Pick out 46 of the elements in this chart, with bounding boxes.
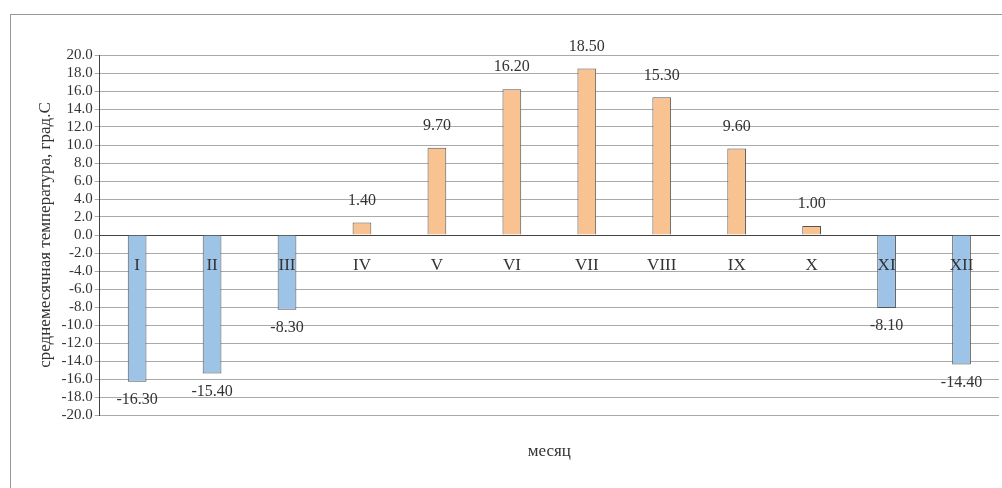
y-tick-label: -6.0 — [68, 279, 93, 296]
x-tick-label: IV — [352, 254, 372, 274]
y-tick-label: 2.0 — [73, 207, 93, 224]
y-tick-label: -16.0 — [61, 369, 93, 386]
y-tick-label: 16.0 — [66, 81, 93, 98]
y-axis-title: среднемесячная температура, град.С — [34, 102, 54, 368]
data-label: 18.50 — [568, 36, 605, 54]
y-tick-label: 6.0 — [73, 171, 93, 188]
y-tick-label: -10.0 — [61, 315, 93, 332]
data-label: 1.00 — [797, 194, 826, 212]
x-tick-label: XI — [877, 254, 896, 274]
x-tick-label: IX — [727, 254, 746, 274]
x-tick-label: VI — [502, 254, 522, 274]
data-label: -14.40 — [940, 372, 983, 390]
data-label: 9.70 — [422, 115, 451, 133]
y-tick-label: -12.0 — [61, 333, 93, 350]
y-tick-label: 0.0 — [73, 225, 93, 242]
y-tick-label: -14.0 — [61, 351, 93, 368]
x-tick-label: II — [206, 254, 219, 274]
data-label: 9.60 — [722, 116, 751, 134]
data-label: -16.30 — [116, 389, 158, 407]
y-tick-label: 18.0 — [66, 63, 93, 80]
y-tick-label: -4.0 — [68, 261, 93, 278]
x-tick-label: VIII — [647, 254, 677, 274]
y-tick-label: 20.0 — [66, 45, 93, 62]
y-tick-label: 4.0 — [73, 189, 93, 206]
y-tick-label: 14.0 — [66, 99, 93, 116]
x-tick-label: III — [278, 254, 296, 274]
x-tick-label: V — [430, 254, 444, 274]
x-tick-label: I — [134, 254, 141, 274]
x-tick-label: VII — [574, 254, 599, 274]
y-tick-label: 12.0 — [66, 117, 93, 134]
x-axis-title: месяц — [527, 440, 571, 460]
y-tick-label: -20.0 — [61, 405, 93, 422]
y-tick-label: -18.0 — [61, 387, 93, 404]
data-label: -8.30 — [270, 317, 304, 335]
data-label: -8.10 — [869, 316, 904, 334]
x-tick-label: X — [805, 254, 818, 274]
data-label: 16.20 — [493, 57, 530, 75]
data-label: 1.40 — [347, 190, 376, 208]
data-label: 15.30 — [643, 65, 680, 83]
y-tick-label: 10.0 — [66, 135, 93, 152]
y-tick-label: -2.0 — [68, 243, 93, 260]
y-tick-label: -8.0 — [68, 297, 93, 314]
y-tick-label: 8.0 — [73, 153, 93, 170]
data-label: -15.40 — [191, 381, 233, 399]
